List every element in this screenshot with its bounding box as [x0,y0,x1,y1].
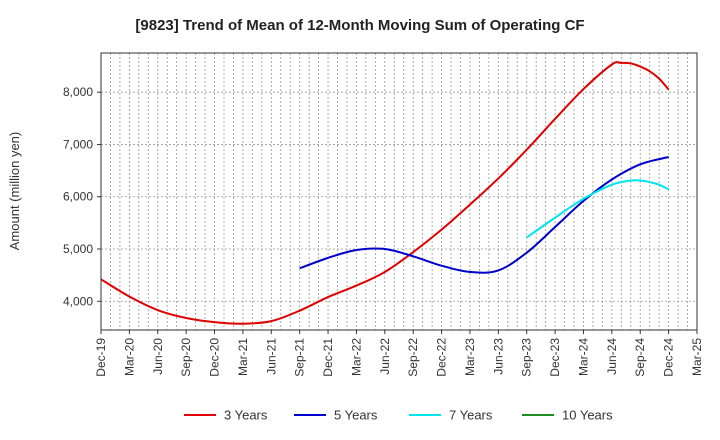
series-line-5-years [299,156,669,274]
y-tick-label: 4,000 [63,294,93,308]
y-axis: 4,000 5,000 6,000 7,000 8,000 [63,85,101,308]
x-tick-label: Sep-24 [633,338,647,377]
x-tick-label: Dec-20 [208,338,222,377]
x-tick-label: Mar-24 [576,338,590,376]
x-tick-label: Dec-21 [321,338,335,377]
y-tick-label: 6,000 [63,190,93,204]
x-tick-label: Mar-23 [463,338,477,376]
x-tick-label: Sep-20 [179,338,193,377]
x-tick-label: Jun-21 [264,338,278,375]
grid [101,53,697,330]
legend: 3 Years 5 Years 7 Years 10 Years [184,408,613,423]
x-tick-label: Sep-21 [293,338,307,377]
y-tick-label: 5,000 [63,242,93,256]
y-tick-label: 8,000 [63,85,93,99]
x-tick-label: Sep-22 [406,338,420,377]
x-tick-label: Jun-23 [491,338,505,375]
x-tick-label: Dec-19 [94,338,108,377]
chart-title: [9823] Trend of Mean of 12-Month Moving … [135,17,584,34]
x-tick-label: Mar-20 [122,338,136,376]
x-tick-label: Mar-21 [236,338,250,376]
legend-label-10-years: 10 Years [562,408,613,423]
series-line-7-years [526,179,670,239]
x-tick-label: Dec-22 [435,338,449,377]
legend-label-7-years: 7 Years [449,408,493,423]
x-tick-label: Mar-22 [349,338,363,376]
series-lines [100,61,670,325]
series-line-3-years [100,61,670,325]
x-tick-label: Mar-25 [690,338,704,376]
x-axis: Dec-19 Mar-20 Jun-20 Sep-20 Dec-20 Mar-21 Jun-… [94,330,704,377]
legend-label-3-years: 3 Years [224,408,268,423]
plot-frame [100,52,698,331]
x-tick-label: Dec-23 [548,338,562,377]
x-tick-label: Dec-24 [662,338,676,377]
x-tick-label: Sep-23 [520,338,534,377]
y-axis-label: Amount (million yen) [7,132,22,251]
x-tick-label: Jun-24 [605,338,619,375]
x-tick-label: Jun-20 [151,338,165,375]
x-tick-label: Jun-22 [378,338,392,375]
y-tick-label: 7,000 [63,137,93,151]
legend-label-5-years: 5 Years [334,408,378,423]
